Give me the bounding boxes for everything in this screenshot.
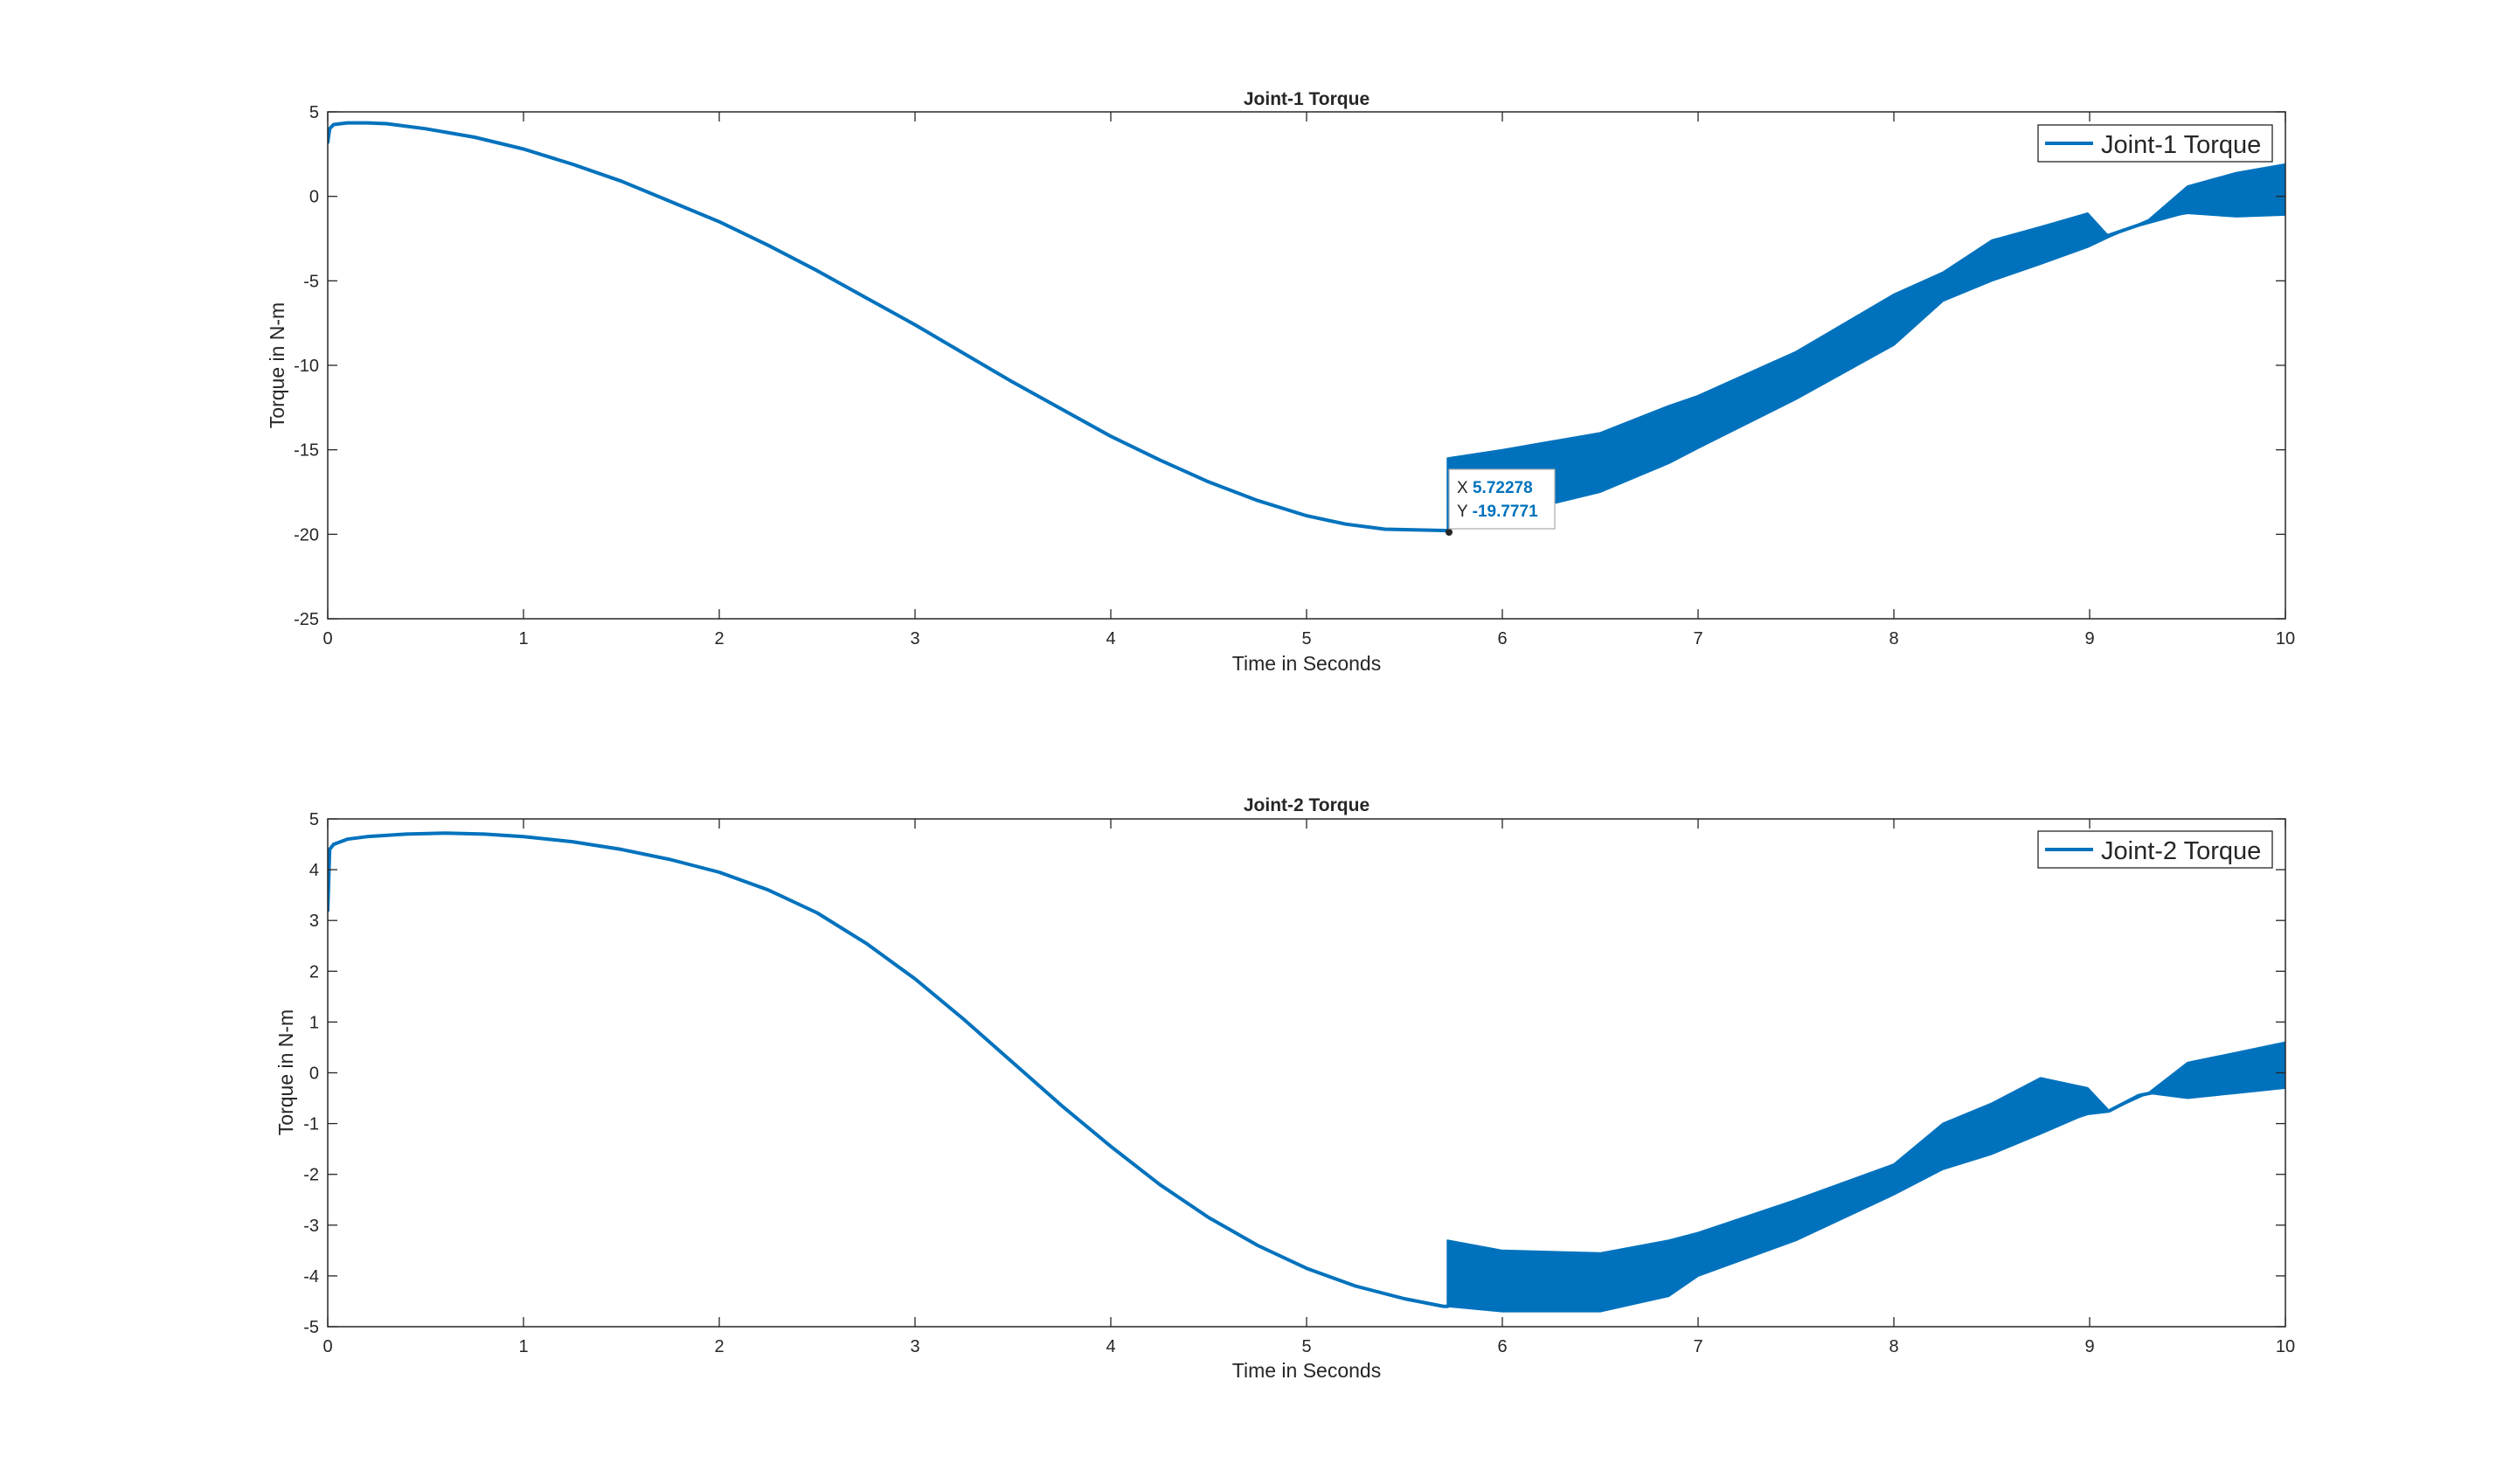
x-tick-label-2: 5 (1301, 1337, 1311, 1356)
legend-joint-2[interactable]: Joint-2 Torque (2037, 830, 2273, 869)
axes-joint-2[interactable]: Joint-2 Torque 0 1 2 3 4 5 6 7 8 9 10 -5 -4 -3 -2 -1 0 1 2… (274, 795, 2295, 1382)
y-tick-label-1: 0 (309, 188, 319, 207)
x-tick-label-2: 10 (2276, 1337, 2295, 1356)
y-tick-label-1: -10 (294, 357, 319, 376)
axes-1-series-layer (328, 121, 2285, 533)
x-tick-label-2: 2 (714, 1337, 724, 1356)
x-tick-label-1: 6 (1497, 629, 1507, 648)
datatip[interactable]: X 5.72278 Y -19.7771 (1446, 468, 1556, 536)
x-tick-label-1: 4 (1106, 629, 1115, 648)
axes-joint-1[interactable]: Joint-1 Torque 0 1 2 3 4 5 6 7 8 9 10 -25 -20 -15 -10 -… (266, 89, 2295, 675)
datatip-y-row: Y -19.7771 (1457, 503, 1538, 521)
y-tick-label-1: -5 (303, 272, 319, 291)
x-tick-label-1: 7 (1693, 629, 1702, 648)
x-tick-label-1: 8 (1889, 629, 1898, 648)
series-2-0-line (328, 831, 2285, 1308)
datatip-box (1448, 468, 1556, 530)
x-tick-label-2: 6 (1497, 1337, 1507, 1356)
y-tick-label-1: -15 (294, 441, 319, 461)
x-tick-label-1: 3 (910, 629, 919, 648)
axes-1-title: Joint-1 Torque (1244, 89, 1369, 109)
x-tick-label-1: 0 (322, 629, 332, 648)
x-tick-label-1: 9 (2084, 629, 2094, 648)
axes-2-title: Joint-2 Torque (1244, 795, 1369, 815)
y-tick-label-2: -1 (303, 1115, 319, 1134)
x-tick-label-1: 2 (714, 629, 724, 648)
series-2-0-oscillation-band (1446, 1041, 2285, 1313)
axes-2-xlabel: Time in Seconds (1232, 1359, 1381, 1382)
datatip-x-value: 5.72278 (1473, 479, 1533, 497)
axes-2-ticks-layer: 0 1 2 3 4 5 6 7 8 9 10 -5 -4 -3 -2 -1 0 1 2 3 4 5 (303, 810, 2295, 1356)
y-tick-label-2: -3 (303, 1217, 319, 1236)
y-tick-label-2: 3 (309, 912, 319, 931)
x-tick-label-1: 10 (2276, 629, 2295, 648)
axes-1-box (327, 111, 2286, 620)
y-tick-label-1: 5 (309, 103, 319, 122)
x-tick-label-2: 7 (1693, 1337, 1702, 1356)
axes-1-ylabel: Torque in N-m (266, 302, 288, 428)
y-tick-label-2: 0 (309, 1064, 319, 1084)
datatip-marker (1446, 529, 1453, 536)
datatip-x-row: X 5.72278 (1457, 479, 1533, 497)
x-tick-label-2: 1 (518, 1337, 528, 1356)
x-tick-label-2: 8 (1889, 1337, 1898, 1356)
axes-1-ticks-layer: 0 1 2 3 4 5 6 7 8 9 10 -25 -20 -15 -10 -5 0 5 (294, 103, 2295, 648)
y-tick-label-2: -4 (303, 1267, 319, 1286)
datatip-y-label: Y (1457, 503, 1468, 521)
datatip-x-label: X (1457, 479, 1468, 497)
y-tick-label-2: 5 (309, 810, 319, 829)
series-1-0-line (328, 121, 2285, 533)
datatip-y-value: -19.7771 (1473, 503, 1538, 521)
axes-1-xlabel: Time in Seconds (1232, 652, 1381, 675)
axes-2-ylabel: Torque in N-m (274, 1009, 297, 1135)
y-tick-label-2: 1 (309, 1013, 319, 1032)
axes-2-series-layer (328, 831, 2285, 1313)
x-tick-label-1: 1 (518, 629, 528, 648)
x-tick-label-1: 5 (1301, 629, 1311, 648)
x-tick-label-2: 9 (2084, 1337, 2094, 1356)
x-tick-label-2: 4 (1106, 1337, 1115, 1356)
axes-2-box (327, 818, 2286, 1328)
y-tick-label-2: 4 (309, 861, 319, 880)
y-tick-label-1: -25 (294, 610, 319, 629)
legend-1-label: Joint-1 Torque (2101, 131, 2261, 159)
y-tick-label-2: 2 (309, 962, 319, 981)
y-tick-label-2: -5 (303, 1318, 319, 1337)
x-tick-label-2: 0 (322, 1337, 332, 1356)
y-tick-label-1: -20 (294, 525, 319, 544)
legend-2-label: Joint-2 Torque (2101, 837, 2261, 865)
x-tick-label-2: 3 (910, 1337, 919, 1356)
y-tick-label-2: -2 (303, 1166, 319, 1185)
legend-joint-1[interactable]: Joint-1 Torque (2037, 124, 2273, 163)
